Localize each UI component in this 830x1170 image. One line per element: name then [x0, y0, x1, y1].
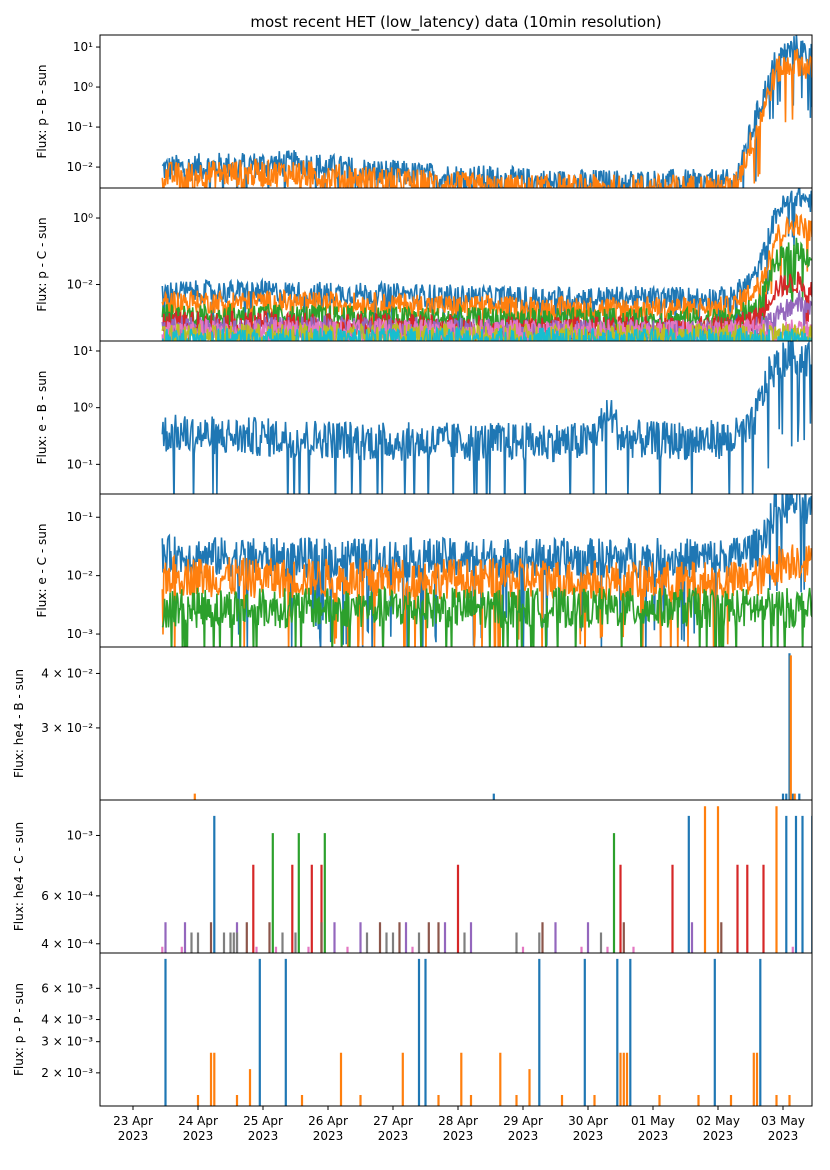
x-tick-year: 2023 — [703, 1129, 734, 1143]
x-tick-year: 2023 — [768, 1129, 799, 1143]
series-1-line — [213, 815, 812, 953]
x-tick-label: 23 Apr — [113, 1114, 153, 1128]
series-2-line — [703, 806, 778, 953]
y-tick-label: 4 × 10⁻⁴ — [41, 937, 93, 951]
y-tick-label: 10¹ — [73, 344, 93, 358]
y-axis-label: Flux: p - P - sun — [12, 983, 26, 1076]
x-tick-label: 27 Apr — [373, 1114, 413, 1128]
plot-area — [161, 188, 812, 341]
series-2-line — [161, 48, 812, 188]
y-tick-label: 6 × 10⁻⁴ — [41, 889, 93, 903]
series-8-line — [161, 325, 812, 341]
axes-frame — [99, 646, 813, 801]
y-axis-label: Flux: p - B - sun — [35, 64, 49, 158]
series-3-line — [271, 833, 616, 953]
x-tick-label: 03 May — [761, 1114, 805, 1128]
series-1-line — [164, 958, 762, 1106]
x-tick-year: 2023 — [573, 1129, 604, 1143]
y-tick-label: 10⁻¹ — [67, 120, 94, 134]
figure-title: most recent HET (low_latency) data (10mi… — [250, 13, 661, 32]
series-1-line — [492, 653, 801, 800]
y-axis-label: Flux: he4 - B - sun — [12, 669, 26, 778]
series-6-line — [209, 922, 723, 953]
series-8-line — [190, 932, 603, 953]
y-tick-label: 10¹ — [73, 40, 93, 54]
x-tick-label: 25 Apr — [243, 1114, 283, 1128]
y-tick-label: 2 × 10⁻³ — [41, 1066, 93, 1080]
plot-area — [161, 341, 812, 494]
y-axis-label: Flux: he4 - C - sun — [12, 822, 26, 931]
y-tick-label: 4 × 10⁻² — [41, 666, 93, 680]
series-2-line — [161, 213, 812, 341]
x-tick-label: 28 Apr — [438, 1114, 478, 1128]
series-2-line — [161, 544, 812, 647]
x-tick-label: 02 May — [696, 1114, 740, 1128]
x-tick-year: 2023 — [183, 1129, 214, 1143]
series-2-line — [196, 1052, 791, 1106]
plot-area — [161, 806, 812, 953]
panel-3: 10⁻¹ 10⁰ 10¹ Flux: e - B - sun — [35, 340, 813, 495]
x-tick-year: 2023 — [118, 1129, 149, 1143]
y-tick-label: 10⁻¹ — [67, 510, 94, 524]
y-tick-label: 10⁰ — [73, 401, 93, 415]
y-tick-label: 6 × 10⁻³ — [41, 981, 93, 995]
x-tick-year: 2023 — [638, 1129, 669, 1143]
panel-7: 2 × 10⁻³ 3 × 10⁻³ 4 × 10⁻³ 6 × 10⁻³ Flux: p … — [12, 952, 813, 1107]
x-tick-label: 29 Apr — [503, 1114, 543, 1128]
plot-area — [164, 958, 791, 1106]
panel-6: 4 × 10⁻⁴ 6 × 10⁻⁴ 10⁻³ Flux: he4 - C - sun — [12, 799, 813, 954]
x-tick-year: 2023 — [248, 1129, 279, 1143]
panel-2: 10⁻² 10⁰ Flux: p - C - sun — [35, 187, 813, 342]
x-tick-label: 30 Apr — [568, 1114, 608, 1128]
plot-area — [161, 494, 812, 647]
x-tick-year: 2023 — [378, 1129, 409, 1143]
series-1-line — [161, 341, 812, 494]
y-tick-label: 10⁻² — [67, 278, 94, 292]
x-tick-year: 2023 — [313, 1129, 344, 1143]
panel-5: 3 × 10⁻² 4 × 10⁻² Flux: he4 - B - sun — [12, 646, 813, 801]
panel-4: 10⁻³ 10⁻² 10⁻¹ Flux: e - C - sun — [35, 493, 813, 648]
y-tick-label: 4 × 10⁻³ — [41, 1013, 93, 1027]
x-tick-year: 2023 — [443, 1129, 474, 1143]
axes-frame — [99, 340, 813, 495]
plot-area — [161, 35, 812, 188]
y-tick-label: 10⁰ — [73, 80, 93, 94]
panel-1: 10⁻² 10⁻¹ 10⁰ 10¹ Flux: p - B - sun — [35, 34, 813, 189]
series-7-line — [161, 946, 794, 953]
y-axis-label: Flux: e - C - sun — [35, 524, 49, 618]
x-tick-label: 26 Apr — [308, 1114, 348, 1128]
panels: 10⁻² 10⁻¹ 10⁰ 10¹ Flux: p - B - sun 10⁻² 10⁰ Fl… — [12, 34, 813, 1107]
axes-frame — [99, 952, 813, 1107]
plot-area — [193, 653, 801, 800]
y-axis-label: Flux: e - B - sun — [35, 371, 49, 465]
y-tick-label: 10⁻¹ — [67, 457, 94, 471]
y-tick-label: 10⁻³ — [67, 828, 94, 842]
x-tick-label: 24 Apr — [178, 1114, 218, 1128]
series-2-line — [193, 655, 796, 800]
y-tick-label: 10⁰ — [73, 211, 93, 225]
x-tick-year: 2023 — [508, 1129, 539, 1143]
y-tick-label: 10⁻² — [67, 569, 94, 583]
y-tick-label: 3 × 10⁻² — [41, 721, 93, 735]
y-tick-label: 10⁻² — [67, 160, 94, 174]
y-axis-label: Flux: p - C - sun — [35, 217, 49, 311]
series-4-line — [252, 864, 765, 953]
y-tick-label: 10⁻³ — [67, 627, 94, 641]
x-tick-label: 01 May — [631, 1114, 675, 1128]
series-3-line — [161, 585, 812, 647]
y-tick-label: 3 × 10⁻³ — [41, 1035, 93, 1049]
